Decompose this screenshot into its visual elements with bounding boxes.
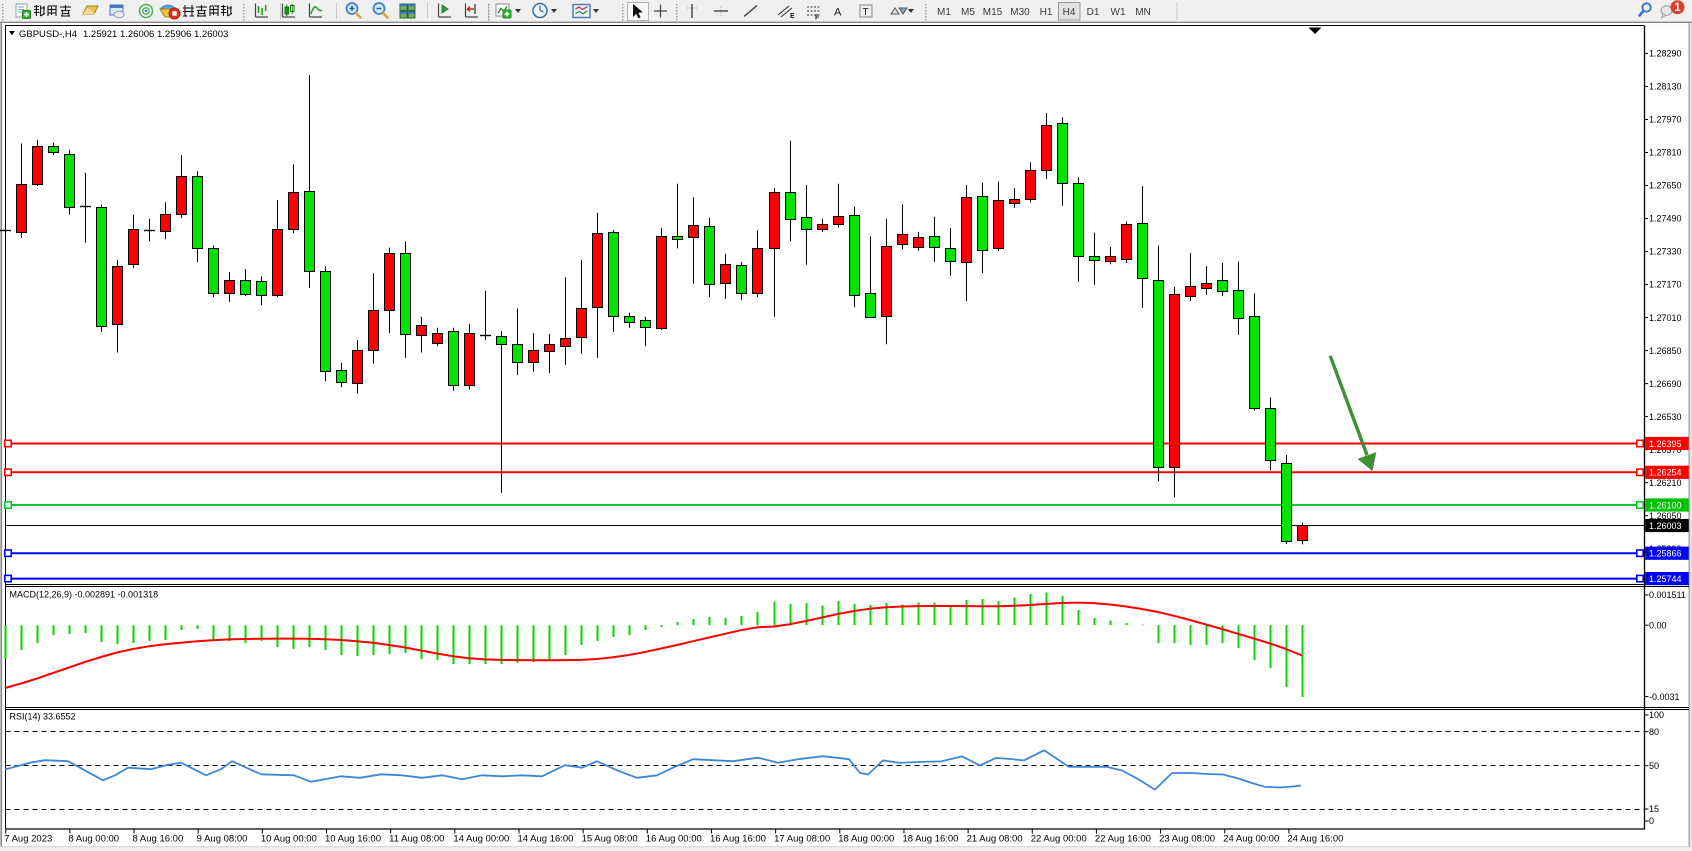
svg-text:M15: M15 <box>983 7 1003 18</box>
svg-text:80: 80 <box>1649 727 1659 737</box>
svg-text:M5: M5 <box>961 7 975 18</box>
svg-text:MN: MN <box>1135 7 1151 18</box>
svg-text:GBPUSD-,H4: GBPUSD-,H4 <box>19 29 77 40</box>
svg-text:0: 0 <box>1649 816 1654 826</box>
svg-text:1.25744: 1.25744 <box>1649 574 1682 584</box>
svg-text:T: T <box>863 7 869 18</box>
svg-text:11 Aug 08:00: 11 Aug 08:00 <box>389 834 444 845</box>
svg-text:15: 15 <box>1649 804 1659 814</box>
svg-text:0.001511: 0.001511 <box>1649 590 1686 600</box>
svg-text:H1: H1 <box>1040 7 1053 18</box>
svg-text:9 Aug 08:00: 9 Aug 08:00 <box>197 834 248 845</box>
svg-text:17 Aug 08:00: 17 Aug 08:00 <box>774 834 830 845</box>
svg-text:1.25866: 1.25866 <box>1649 549 1682 559</box>
svg-text:50: 50 <box>1649 761 1659 771</box>
svg-text:1.27490: 1.27490 <box>1649 214 1682 224</box>
svg-text:15 Aug 08:00: 15 Aug 08:00 <box>582 834 638 845</box>
svg-text:18 Aug 16:00: 18 Aug 16:00 <box>902 834 958 845</box>
svg-text:22 Aug 16:00: 22 Aug 16:00 <box>1095 834 1151 845</box>
svg-text:1.26254: 1.26254 <box>1649 468 1682 478</box>
svg-text:7 Aug 2023: 7 Aug 2023 <box>4 834 52 845</box>
svg-text:1.26210: 1.26210 <box>1649 478 1682 488</box>
svg-text:W1: W1 <box>1111 7 1126 18</box>
svg-text:1.28130: 1.28130 <box>1649 82 1682 92</box>
svg-text:1.25921 1.26006 1.25906 1.2600: 1.25921 1.26006 1.25906 1.26003 <box>83 29 228 40</box>
svg-text:1.27170: 1.27170 <box>1649 280 1682 290</box>
svg-text:18 Aug 00:00: 18 Aug 00:00 <box>838 834 894 845</box>
svg-text:1.27810: 1.27810 <box>1649 148 1682 158</box>
svg-text:RSI(14) 33.6552: RSI(14) 33.6552 <box>10 712 76 722</box>
svg-text:0.00: 0.00 <box>1649 620 1667 630</box>
svg-text:M30: M30 <box>1010 7 1030 18</box>
svg-text:21 Aug 08:00: 21 Aug 08:00 <box>967 834 1023 845</box>
svg-text:1.26690: 1.26690 <box>1649 379 1682 389</box>
svg-text:8 Aug 16:00: 8 Aug 16:00 <box>133 834 184 845</box>
svg-text:16 Aug 16:00: 16 Aug 16:00 <box>710 834 766 845</box>
svg-text:1.28290: 1.28290 <box>1649 49 1682 59</box>
svg-text:1.26850: 1.26850 <box>1649 346 1682 356</box>
svg-text:1.27970: 1.27970 <box>1649 115 1682 125</box>
svg-text:22 Aug 00:00: 22 Aug 00:00 <box>1031 834 1087 845</box>
svg-text:MACD(12,26,9) -0.002891 -0.001: MACD(12,26,9) -0.002891 -0.001318 <box>10 590 159 600</box>
svg-text:H4: H4 <box>1063 7 1076 18</box>
svg-text:F: F <box>815 15 820 22</box>
svg-text:24 Aug 16:00: 24 Aug 16:00 <box>1287 834 1343 845</box>
svg-text:16 Aug 00:00: 16 Aug 00:00 <box>646 834 702 845</box>
svg-text:D1: D1 <box>1087 7 1100 18</box>
svg-text:1.26100: 1.26100 <box>1649 500 1682 510</box>
svg-text:1.26003: 1.26003 <box>1649 521 1682 531</box>
svg-text:E: E <box>790 13 795 20</box>
svg-text:M1: M1 <box>937 7 951 18</box>
svg-text:10 Aug 00:00: 10 Aug 00:00 <box>261 834 317 845</box>
svg-text:A: A <box>834 7 842 19</box>
svg-text:1.27650: 1.27650 <box>1649 181 1682 191</box>
svg-text:1.27330: 1.27330 <box>1649 247 1682 257</box>
svg-text:1.27010: 1.27010 <box>1649 313 1682 323</box>
svg-text:1: 1 <box>1674 2 1681 14</box>
svg-text:14 Aug 16:00: 14 Aug 16:00 <box>517 834 573 845</box>
svg-text:-0.0031: -0.0031 <box>1649 692 1680 702</box>
svg-text:23 Aug 08:00: 23 Aug 08:00 <box>1159 834 1215 845</box>
svg-text:1.26530: 1.26530 <box>1649 412 1682 422</box>
svg-text:1.26395: 1.26395 <box>1649 439 1682 449</box>
svg-text:10 Aug 16:00: 10 Aug 16:00 <box>325 834 381 845</box>
svg-text:1.26050: 1.26050 <box>1649 511 1682 521</box>
svg-text:100: 100 <box>1649 710 1664 720</box>
svg-text:8 Aug 00:00: 8 Aug 00:00 <box>68 834 119 845</box>
svg-text:24 Aug 00:00: 24 Aug 00:00 <box>1223 834 1279 845</box>
svg-text:14 Aug 00:00: 14 Aug 00:00 <box>453 834 509 845</box>
